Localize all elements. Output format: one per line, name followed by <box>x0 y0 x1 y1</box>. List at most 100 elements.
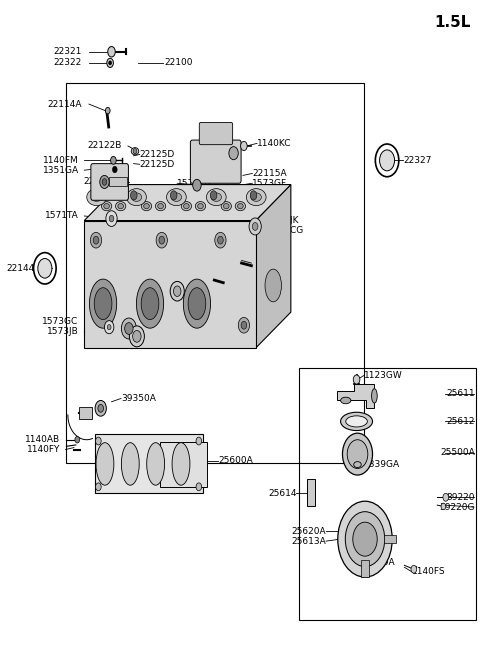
Text: 1140FY: 1140FY <box>26 445 60 454</box>
Ellipse shape <box>131 148 139 155</box>
Text: 1571TB: 1571TB <box>177 179 212 188</box>
FancyBboxPatch shape <box>191 140 241 183</box>
Circle shape <box>108 47 115 57</box>
Text: 22322: 22322 <box>54 58 82 68</box>
Text: 1151CC: 1151CC <box>188 283 223 292</box>
Ellipse shape <box>172 443 190 485</box>
Circle shape <box>196 437 202 445</box>
Circle shape <box>170 191 177 200</box>
Circle shape <box>170 281 184 301</box>
Circle shape <box>353 522 377 556</box>
Ellipse shape <box>221 202 231 211</box>
Ellipse shape <box>116 202 126 211</box>
Polygon shape <box>84 185 291 221</box>
Bar <box>79 407 92 419</box>
Bar <box>307 479 315 507</box>
Ellipse shape <box>136 279 164 328</box>
Ellipse shape <box>251 193 262 202</box>
Circle shape <box>229 147 238 160</box>
Text: 22114A: 22114A <box>48 100 82 108</box>
Circle shape <box>441 503 446 510</box>
Circle shape <box>159 237 165 244</box>
Text: 25620A: 25620A <box>360 558 395 566</box>
Ellipse shape <box>101 202 112 211</box>
Text: 25614: 25614 <box>268 489 297 498</box>
Ellipse shape <box>87 189 107 206</box>
Text: 1573JK: 1573JK <box>268 216 300 225</box>
Polygon shape <box>84 221 256 348</box>
Circle shape <box>443 493 449 501</box>
Ellipse shape <box>132 193 142 202</box>
Ellipse shape <box>171 193 181 202</box>
Circle shape <box>380 150 395 171</box>
Circle shape <box>96 437 101 445</box>
Ellipse shape <box>183 279 211 328</box>
Text: 1123GW: 1123GW <box>364 371 402 380</box>
Circle shape <box>353 375 360 384</box>
Ellipse shape <box>156 202 166 211</box>
Ellipse shape <box>183 204 189 209</box>
Ellipse shape <box>341 412 372 430</box>
Circle shape <box>98 405 104 412</box>
Ellipse shape <box>121 443 139 485</box>
Ellipse shape <box>246 189 266 206</box>
Circle shape <box>133 148 137 154</box>
Text: 39350A: 39350A <box>121 394 156 403</box>
Text: 22125D: 22125D <box>140 150 175 159</box>
Text: 22122B: 22122B <box>87 141 122 150</box>
Bar <box>384 535 396 543</box>
Ellipse shape <box>238 204 243 209</box>
Circle shape <box>240 141 247 150</box>
Circle shape <box>106 211 117 227</box>
Ellipse shape <box>235 202 246 211</box>
Ellipse shape <box>198 204 204 209</box>
Circle shape <box>156 233 168 248</box>
Text: 22321: 22321 <box>54 47 82 57</box>
Ellipse shape <box>224 204 229 209</box>
Circle shape <box>38 258 52 278</box>
Ellipse shape <box>147 443 165 485</box>
Text: 1140FS: 1140FS <box>412 568 445 576</box>
Text: 22112A: 22112A <box>145 332 180 341</box>
Text: 25620A: 25620A <box>291 527 326 536</box>
Text: 25500A: 25500A <box>440 448 475 457</box>
Ellipse shape <box>211 193 221 202</box>
Ellipse shape <box>92 193 102 202</box>
Circle shape <box>249 218 261 235</box>
Ellipse shape <box>127 189 146 206</box>
Circle shape <box>106 107 110 114</box>
Bar <box>65 83 364 463</box>
Circle shape <box>110 156 116 164</box>
Circle shape <box>193 179 201 191</box>
Circle shape <box>102 179 107 185</box>
Ellipse shape <box>181 202 192 211</box>
Circle shape <box>217 237 223 244</box>
Circle shape <box>196 483 202 491</box>
Text: 1339GA: 1339GA <box>364 460 400 469</box>
Text: 1.5L: 1.5L <box>434 15 471 30</box>
Text: 25612: 25612 <box>446 417 475 426</box>
Bar <box>300 368 476 620</box>
Circle shape <box>345 512 385 566</box>
Ellipse shape <box>89 279 117 328</box>
Ellipse shape <box>167 189 186 206</box>
Circle shape <box>112 166 117 173</box>
Circle shape <box>108 61 111 65</box>
Bar <box>361 560 369 577</box>
Circle shape <box>93 237 99 244</box>
Circle shape <box>238 317 250 333</box>
Circle shape <box>105 321 114 334</box>
Circle shape <box>107 58 113 68</box>
Ellipse shape <box>265 269 281 302</box>
Text: 22133: 22133 <box>83 177 111 187</box>
Text: 22125B: 22125B <box>223 270 257 279</box>
Ellipse shape <box>341 397 351 404</box>
Circle shape <box>411 565 417 573</box>
Circle shape <box>132 330 141 342</box>
Ellipse shape <box>141 288 159 319</box>
Circle shape <box>252 223 258 231</box>
Text: 22125A: 22125A <box>252 254 287 262</box>
Circle shape <box>100 175 109 189</box>
Ellipse shape <box>195 202 205 211</box>
Text: 22115A: 22115A <box>252 169 287 178</box>
